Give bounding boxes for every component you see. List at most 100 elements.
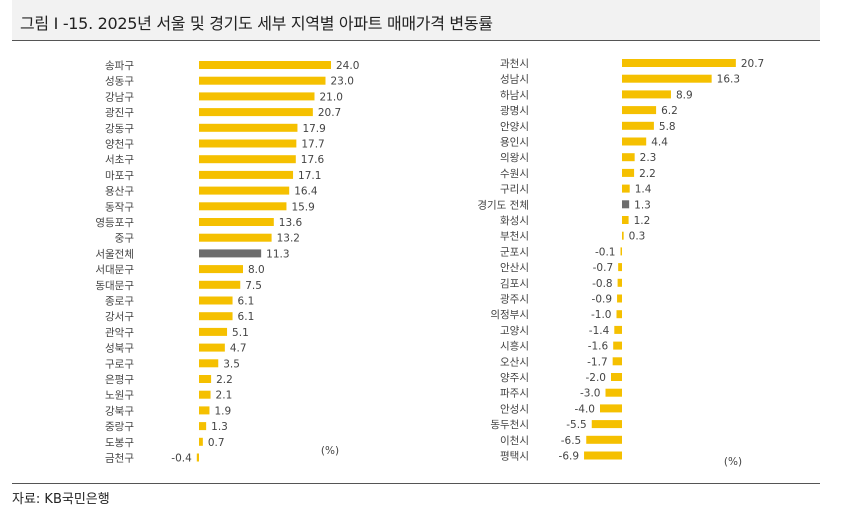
seoul-category-label: 도봉구 — [105, 437, 134, 449]
seoul-value-label: 23.0 — [331, 76, 354, 88]
seoul-category-label: 마포구 — [105, 170, 134, 182]
seoul-category-label: 관악구 — [105, 327, 134, 339]
gyeonggi-value-label: -1.4 — [589, 325, 610, 337]
gyeonggi-value-label: -1.6 — [588, 341, 609, 353]
gyeonggi-value-label: 2.3 — [640, 152, 657, 164]
gyeonggi-bar — [622, 231, 624, 240]
gyeonggi-value-label: -1.7 — [587, 356, 608, 368]
seoul-bar — [199, 359, 219, 368]
seoul-category-label: 서초구 — [105, 154, 134, 166]
seoul-value-label: 21.0 — [320, 91, 343, 103]
seoul-value-label: 20.7 — [318, 107, 341, 119]
gyeonggi-bar — [605, 388, 622, 397]
gyeonggi-value-label: 8.9 — [676, 89, 693, 101]
seoul-value-label: 0.7 — [208, 437, 225, 449]
gyeonggi-bar — [600, 404, 622, 413]
gyeonggi-category-label: 광주시 — [500, 294, 529, 306]
gyeonggi-value-label: -0.9 — [592, 294, 613, 306]
gyeonggi-bar — [614, 325, 622, 334]
seoul-bar — [199, 422, 207, 431]
gyeonggi-value-label: 20.7 — [741, 58, 764, 70]
seoul-value-label: 2.1 — [216, 390, 233, 402]
gyeonggi-category-label: 과천시 — [500, 58, 529, 70]
gyeonggi-category-label: 고양시 — [500, 325, 529, 337]
gyeonggi-category-label: 구리시 — [500, 184, 529, 196]
seoul-category-label: 용산구 — [105, 186, 134, 198]
seoul-category-label: 광진구 — [105, 107, 134, 119]
seoul-value-label: 15.9 — [291, 201, 314, 213]
gyeonggi-value-label: -0.7 — [593, 262, 614, 274]
gyeonggi-bar — [622, 106, 657, 115]
gyeonggi-bar — [616, 310, 622, 319]
gyeonggi-category-label: 의왕시 — [500, 152, 529, 164]
seoul-bar — [199, 312, 233, 321]
seoul-category-label: 강서구 — [105, 311, 134, 323]
gyeonggi-category-label: 양주시 — [500, 372, 529, 384]
gyeonggi-bar — [622, 153, 635, 162]
seoul-value-label: 1.9 — [214, 405, 231, 417]
seoul-bar — [199, 202, 287, 211]
seoul-value-label: 5.1 — [232, 327, 249, 339]
gyeonggi-category-label: 성남시 — [500, 74, 529, 86]
gyeonggi-value-label: 1.2 — [634, 215, 651, 227]
seoul-value-label: -0.4 — [171, 453, 192, 465]
gyeonggi-bar — [622, 184, 630, 193]
seoul-bar — [199, 186, 290, 195]
gyeonggi-bar — [622, 168, 635, 177]
gyeonggi-category-label: 오산시 — [500, 356, 529, 368]
source-note: 자료: KB국민은행 — [12, 492, 110, 507]
gyeonggi-value-label: -0.8 — [592, 278, 613, 290]
gyeonggi-category-label: 군포시 — [500, 246, 529, 258]
gyeonggi-value-label: -1.0 — [591, 309, 612, 321]
gyeonggi-value-label: -6.5 — [561, 435, 582, 447]
figure-title: 그림 Ⅰ -15. 2025년 서울 및 경기도 세부 지역별 아파트 매매가격… — [20, 14, 493, 33]
bar-charts: 송파구 24.0 성동구 23.0 강남구 21.0 광진구 20.7 강동구 17.9 양천구 17… — [95, 58, 764, 468]
gyeonggi-bar — [618, 263, 622, 272]
gyeonggi-category-label: 광명시 — [500, 105, 529, 117]
gyeonggi-category-label: 화성시 — [500, 215, 529, 227]
gyeonggi-bar — [613, 341, 622, 350]
gyeonggi-value-label: 1.4 — [635, 184, 652, 196]
seoul-bar — [199, 139, 297, 148]
seoul-bar — [199, 170, 294, 179]
seoul-value-label: 6.1 — [238, 311, 255, 323]
seoul-value-label: 13.2 — [277, 233, 300, 245]
seoul-value-label: 24.0 — [336, 60, 359, 72]
seoul-category-label: 서울전체 — [95, 248, 134, 260]
gyeonggi-category-label: 안양시 — [500, 121, 529, 133]
seoul-bar — [199, 76, 326, 85]
seoul-category-label: 노원구 — [105, 390, 134, 402]
seoul-value-label: 3.5 — [223, 358, 240, 370]
seoul-chart: 송파구 24.0 성동구 23.0 강남구 21.0 광진구 20.7 강동구 17.9 양천구 17… — [95, 60, 359, 465]
gyeonggi-value-label: 1.3 — [634, 199, 651, 211]
gyeonggi-value-label: 5.8 — [659, 121, 676, 133]
gyeonggi-category-label: 경기도 전체 — [477, 198, 529, 211]
gyeonggi-bar — [622, 90, 671, 99]
seoul-bar — [199, 390, 211, 399]
seoul-value-label: 17.7 — [301, 139, 324, 151]
seoul-bar — [196, 453, 199, 462]
seoul-unit-label: (%) — [321, 445, 339, 457]
gyeonggi-value-label: -3.0 — [580, 388, 601, 400]
seoul-category-label: 성북구 — [105, 343, 134, 355]
gyeonggi-bar — [611, 373, 622, 381]
seoul-value-label: 1.3 — [211, 421, 228, 433]
gyeonggi-category-label: 파주시 — [500, 388, 529, 400]
gyeonggi-bar — [622, 121, 654, 130]
bottom-rule — [12, 483, 820, 484]
seoul-bar — [199, 92, 315, 101]
gyeonggi-bar — [620, 247, 622, 256]
gyeonggi-category-label: 이천시 — [500, 435, 529, 447]
gyeonggi-category-label: 수원시 — [500, 168, 529, 180]
seoul-bar — [199, 155, 296, 164]
seoul-value-label: 11.3 — [266, 248, 289, 260]
gyeonggi-unit-label: (%) — [724, 456, 742, 468]
seoul-bar — [199, 280, 241, 289]
seoul-category-label: 종로구 — [105, 296, 134, 308]
seoul-value-label: 17.9 — [302, 123, 325, 135]
gyeonggi-bar — [591, 420, 622, 429]
gyeonggi-value-label: 16.3 — [717, 74, 740, 86]
seoul-category-label: 강동구 — [105, 123, 134, 135]
seoul-category-label: 동작구 — [105, 201, 134, 213]
gyeonggi-chart: 과천시 20.7 성남시 16.3 하남시 8.9 광명시 6.2 안양시 5.8 용인시 4.4 의왕… — [477, 58, 764, 468]
